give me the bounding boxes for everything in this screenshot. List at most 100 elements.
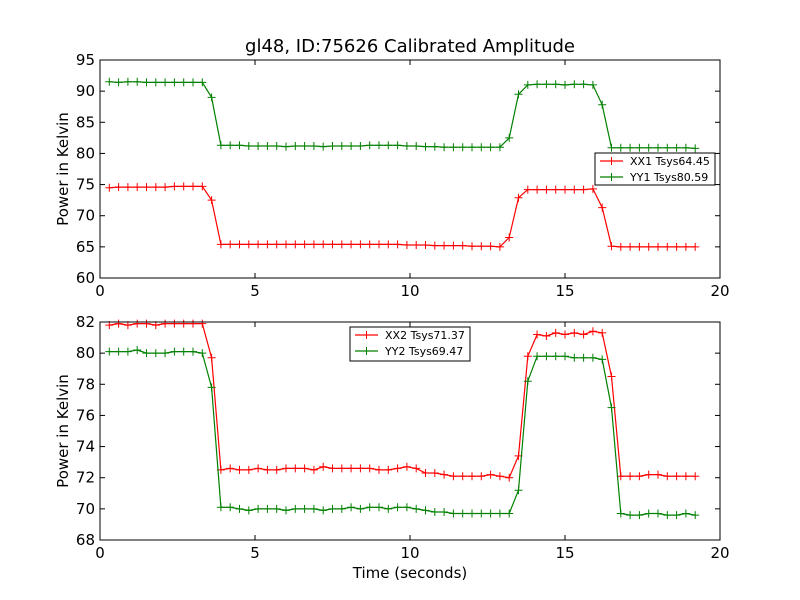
data-point [644, 470, 653, 479]
data-point [570, 185, 579, 194]
data-point [142, 319, 151, 328]
data-point [616, 472, 625, 481]
data-point [505, 233, 514, 242]
data-point [179, 319, 188, 328]
data-point [626, 143, 635, 152]
data-point [114, 347, 123, 356]
data-point [579, 80, 588, 89]
lower-panel: 0 5 10 15 20 68 70 72 74 76 78 80 82 Power in Kelvin X… [54, 313, 730, 562]
data-point [570, 80, 579, 89]
data-point [523, 185, 532, 194]
data-point [133, 183, 142, 192]
y-tick-label: 72 [76, 469, 95, 487]
data-point [105, 347, 114, 356]
data-point [672, 511, 681, 520]
data-point [384, 141, 393, 150]
data-point [505, 509, 514, 518]
data-point [561, 80, 569, 89]
data-point [244, 506, 253, 515]
data-point [570, 353, 579, 362]
data-point [635, 143, 644, 152]
data-point [319, 462, 328, 471]
data-point [514, 193, 523, 202]
x-tick-label: 10 [400, 544, 419, 562]
data-point [588, 80, 597, 89]
data-point [477, 143, 486, 152]
x-axis-label: Time (seconds) [352, 564, 468, 582]
x-tick-label: 5 [250, 544, 260, 562]
data-point [263, 240, 272, 249]
data-point [189, 78, 197, 87]
data-point [263, 504, 272, 513]
data-point [458, 509, 467, 518]
data-point [644, 509, 653, 518]
data-point [161, 349, 170, 358]
data-point [430, 241, 439, 250]
data-point [393, 503, 402, 512]
data-point [579, 353, 588, 362]
y-tick-label: 70 [76, 500, 95, 518]
data-point [477, 472, 486, 481]
data-point [561, 185, 569, 194]
y-tick-label: 80 [76, 144, 95, 162]
data-point [477, 242, 486, 251]
data-point [681, 143, 690, 152]
data-point [681, 242, 690, 251]
data-point [170, 182, 179, 191]
data-point [663, 511, 672, 520]
data-point [198, 182, 207, 191]
data-point [347, 142, 356, 150]
series-line [109, 322, 696, 479]
data-point [207, 196, 216, 205]
data-point [551, 352, 560, 361]
data-point [198, 78, 207, 87]
data-point [319, 240, 328, 249]
data-point [523, 80, 532, 89]
data-point [663, 242, 672, 251]
data-point [458, 472, 467, 481]
x-tick-label: 0 [95, 282, 105, 300]
data-point [430, 508, 439, 516]
data-point [309, 465, 318, 474]
data-point [151, 183, 160, 192]
data-point [514, 90, 523, 99]
data-point [114, 183, 123, 192]
y-tick-label: 85 [76, 113, 95, 131]
data-point [579, 185, 588, 194]
data-point [440, 470, 449, 479]
y-tick-label: 74 [76, 438, 95, 456]
data-point [319, 142, 328, 151]
data-point [226, 141, 235, 150]
data-point [309, 504, 318, 513]
data-point [263, 465, 272, 474]
data-point [282, 506, 290, 515]
data-point [421, 506, 430, 515]
data-point [375, 465, 383, 474]
series-line [109, 81, 696, 149]
data-point [393, 141, 402, 150]
data-point [579, 330, 588, 339]
data-point [691, 144, 700, 153]
legend-marker [607, 173, 616, 181]
data-point [681, 472, 690, 481]
data-point [458, 241, 467, 250]
data-point [421, 241, 430, 249]
data-point [170, 78, 179, 87]
data-point [598, 328, 607, 337]
data-point [635, 472, 644, 481]
data-point [244, 240, 253, 249]
data-point [375, 240, 383, 249]
data-point [691, 242, 700, 251]
data-point [300, 504, 309, 513]
data-point [216, 503, 225, 512]
data-point [598, 100, 607, 109]
data-point [254, 142, 263, 150]
data-point [514, 486, 523, 495]
x-tick-label: 0 [95, 544, 105, 562]
data-point [207, 93, 216, 102]
data-point [551, 80, 560, 89]
data-point [626, 511, 635, 520]
data-point [328, 464, 337, 473]
data-point [161, 183, 170, 192]
data-point [142, 349, 151, 358]
